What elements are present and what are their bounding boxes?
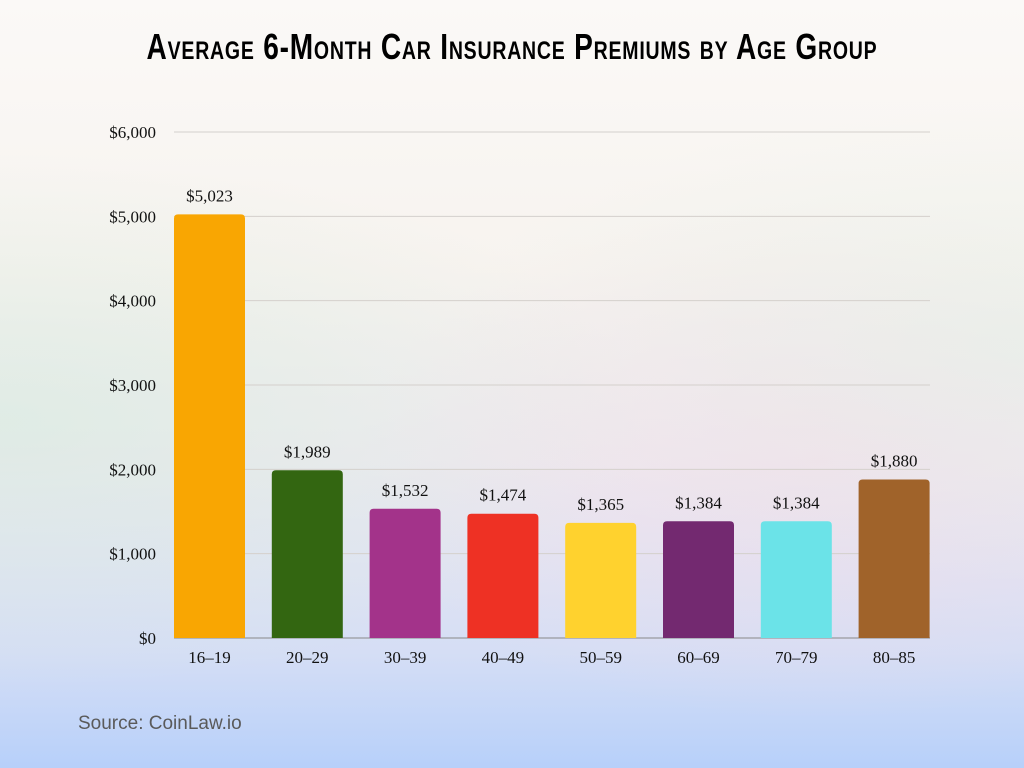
x-tick-label: 16–19 (188, 648, 231, 667)
bar-40–49 (467, 513, 539, 638)
y-tick-label: $6,000 (109, 123, 156, 142)
bar-60–69 (663, 521, 734, 638)
data-label: $1,474 (480, 486, 527, 505)
x-tick-label: 60–69 (677, 648, 720, 667)
y-tick-label: $2,000 (109, 460, 156, 479)
x-tick-label: 70–79 (775, 648, 818, 667)
bar-30–39 (369, 508, 441, 638)
bar-80–85 (858, 479, 930, 638)
data-label: $1,880 (871, 451, 918, 470)
y-tick-label: $3,000 (109, 376, 156, 395)
source-note: Source: CoinLaw.io (78, 713, 242, 734)
y-tick-label: $4,000 (109, 292, 156, 311)
data-label: $1,365 (577, 495, 624, 514)
x-tick-label: 20–29 (286, 648, 329, 667)
bar-70–79 (760, 521, 832, 638)
data-label: $1,989 (284, 442, 331, 461)
chart-title: Average 6-Month Car Insurance Premiums b… (146, 26, 878, 67)
data-label: $5,023 (186, 186, 233, 205)
x-tick-label: 80–85 (873, 648, 916, 667)
x-tick-label: 40–49 (482, 648, 525, 667)
x-tick-label: 30–39 (384, 648, 427, 667)
data-label: $1,532 (382, 481, 429, 500)
data-label: $1,384 (773, 493, 820, 512)
bar-50–59 (565, 522, 637, 638)
data-label: $1,384 (675, 493, 722, 512)
x-tick-label: 50–59 (579, 648, 622, 667)
y-tick-label: $0 (139, 629, 156, 648)
y-tick-label: $1,000 (109, 545, 156, 564)
bar-16–19 (174, 214, 245, 638)
bar-20–29 (271, 470, 343, 638)
y-tick-label: $5,000 (109, 207, 156, 226)
